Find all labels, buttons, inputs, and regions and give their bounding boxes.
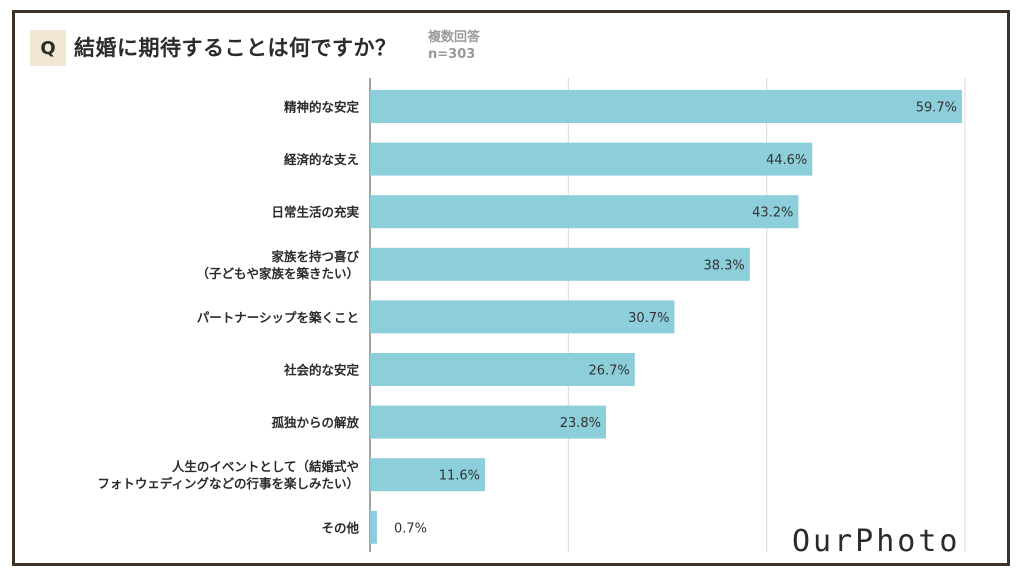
question-title: 結婚に期待することは何ですか？ (74, 36, 397, 60)
multiple-answer-note: 複数回答 (428, 30, 481, 45)
sample-size: n=303 (428, 47, 476, 62)
question-meta: 複数回答 n=303 (428, 29, 480, 63)
category-label: 日常生活の充実 (271, 205, 359, 220)
bar (370, 353, 635, 386)
bar (370, 300, 675, 334)
category-label: パートナーシップを築くこと (197, 310, 359, 325)
ourphoto-logo: OurPhoto (792, 524, 961, 559)
bar (370, 458, 486, 492)
value-label: 38.3% (703, 258, 744, 273)
category-label: 孤独からの解放 (271, 415, 359, 430)
bar (370, 510, 377, 544)
value-label: 26.7% (588, 364, 629, 379)
bar (370, 195, 799, 229)
value-label: 23.8% (560, 416, 601, 431)
category-label: 家族を持つ喜び (271, 249, 359, 264)
bar (370, 142, 813, 176)
category-label: フォトウェディングなどの行事を楽しみたい） (97, 476, 359, 491)
value-label: 59.7% (916, 101, 957, 116)
question-badge: Q (30, 30, 66, 66)
category-label: 精神的な安定 (284, 100, 360, 115)
value-label: 30.7% (628, 311, 669, 326)
value-label: 43.2% (752, 206, 793, 221)
bar (370, 90, 963, 123)
category-label: その他 (321, 520, 359, 535)
bar (370, 405, 607, 439)
category-label: 経済的な支え (284, 152, 359, 167)
bar (370, 247, 750, 281)
category-label: 人生のイベントとして（結婚式や (172, 459, 359, 474)
category-label: （子どもや家族を築きたい） (196, 266, 359, 281)
value-label: 11.6% (439, 469, 480, 484)
category-label: 社会的な安定 (283, 363, 360, 378)
value-label: 0.7% (394, 521, 427, 536)
value-label: 44.6% (766, 153, 807, 168)
